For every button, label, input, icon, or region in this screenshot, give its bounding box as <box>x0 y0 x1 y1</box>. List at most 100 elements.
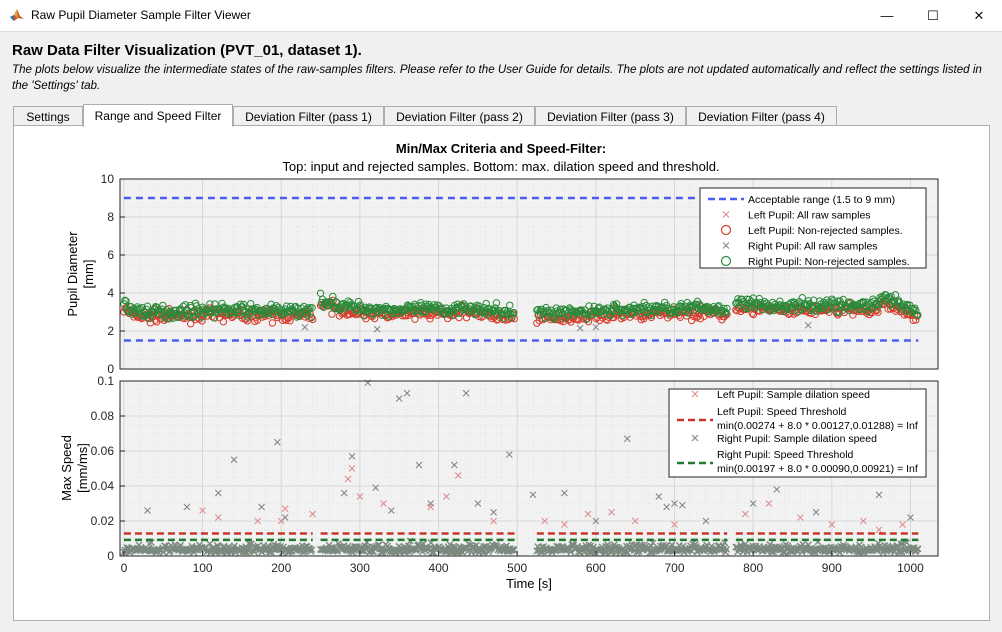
right-pupil-point <box>308 304 316 312</box>
right-pupil-point <box>732 299 740 308</box>
left-pupil-point <box>874 308 882 316</box>
right-speed-outlier <box>372 484 379 492</box>
bottom-x-label: Time [s] <box>506 576 552 591</box>
right-pupil-point <box>475 302 483 310</box>
left-speed-outlier <box>356 493 364 500</box>
right-pupil-point <box>718 308 726 316</box>
right-pupil-point <box>554 309 563 317</box>
legend-swatch-x <box>691 390 699 398</box>
right-speed-outlier <box>214 489 222 497</box>
right-pupil-point <box>506 301 514 310</box>
right-speed-outlier <box>403 389 411 397</box>
right-speed-outlier <box>258 503 265 511</box>
right-pupil-point <box>258 310 266 319</box>
right-pupil-point <box>217 308 225 317</box>
tab-deviation-filter-pass-4[interactable]: Deviation Filter (pass 4) <box>686 106 837 126</box>
tab-range-and-speed-filter[interactable]: Range and Speed Filter <box>83 104 233 127</box>
minimize-icon: — <box>880 8 894 23</box>
bottom-chart: 0 0.02 0.04 0.06 0.08 0.1 0 100 200 300 400 500 600… <box>59 374 939 591</box>
top-legend-box <box>699 187 927 269</box>
right-raw-sample-marker <box>804 321 812 329</box>
legend-swatch-x <box>722 242 730 249</box>
right-pupil-point <box>240 306 249 315</box>
y-tick-label: 6 <box>107 248 114 262</box>
left-speed-outlier <box>348 465 356 472</box>
bottom-y-label-unit: [mm/ms] <box>75 443 90 493</box>
right-speed-outlier <box>273 438 281 446</box>
right-raw-sample-marker <box>301 323 309 331</box>
top-data-layer <box>120 196 922 342</box>
x-tick-label: 700 <box>664 561 684 575</box>
right-pupil-point <box>492 299 501 307</box>
left-pupil-point <box>268 319 277 327</box>
speed-sample-marker <box>723 545 731 553</box>
tab-deviation-filter-pass-1[interactable]: Deviation Filter (pass 1) <box>233 106 384 126</box>
right-speed-outlier <box>812 508 820 516</box>
right-speed-outlier <box>348 452 356 460</box>
right-pupil-point <box>187 303 196 312</box>
right-raw-sample-marker <box>576 324 584 332</box>
right-pupil-point <box>332 298 340 306</box>
tab-panel-range-and-speed: Min/Max Criteria and Speed-Filter: Top: … <box>13 125 990 621</box>
right-pupil-point <box>143 302 152 310</box>
left-speed-outlier <box>254 517 261 525</box>
bottom-axes-box <box>119 380 939 557</box>
tab-deviation-filter-pass-3[interactable]: Deviation Filter (pass 3) <box>535 106 686 126</box>
right-speed-outlier <box>505 451 513 458</box>
right-pupil-point <box>329 292 337 301</box>
right-pupil-point <box>738 295 746 304</box>
x-tick-label: 200 <box>271 561 291 575</box>
tab-settings[interactable]: Settings <box>13 106 83 126</box>
x-tick-label: 1000 <box>897 561 924 575</box>
right-pupil-point <box>768 298 777 307</box>
left-pupil-point <box>696 314 705 323</box>
right-pupil-point <box>360 307 369 315</box>
right-speed-outlier <box>281 514 289 521</box>
top-axes-box <box>119 178 939 370</box>
left-pupil-point <box>912 316 920 324</box>
speed-sample-marker <box>379 548 387 556</box>
left-speed-outlier <box>561 521 568 528</box>
tab-deviation-filter-pass-2[interactable]: Deviation Filter (pass 2) <box>384 106 535 126</box>
bottom-data-layer <box>120 379 922 556</box>
right-pupil-point <box>169 314 177 322</box>
figure-canvas: Min/Max Criteria and Speed-Filter: Top: … <box>59 141 939 591</box>
right-pupil-point <box>848 301 857 309</box>
legend-label: Left Pupil: Speed Threshold <box>717 406 847 418</box>
right-pupil-point <box>265 309 273 317</box>
right-speed-outlier <box>183 503 191 511</box>
right-speed-outlier <box>623 435 631 443</box>
bottom-legend: Left Pupil: Sample dilation speed Left Pu… <box>668 388 927 478</box>
y-tick-label: 0 <box>107 362 114 376</box>
speed-sample-marker <box>873 546 881 554</box>
right-pupil-point <box>134 305 142 313</box>
left-speed-outlier <box>797 514 804 521</box>
right-pupil-point <box>184 309 193 318</box>
legend-swatch-x <box>722 211 730 218</box>
right-pupil-point <box>744 304 752 313</box>
maximize-button[interactable]: ☐ <box>910 0 956 31</box>
legend-swatch-x <box>691 434 699 442</box>
right-speed-outlier <box>144 507 151 514</box>
x-tick-label: 600 <box>586 561 606 575</box>
right-speed-outlier <box>230 456 238 464</box>
right-pupil-point <box>188 308 197 317</box>
page-description: The plots below visualize the intermedia… <box>12 63 982 92</box>
right-speed-outlier <box>340 489 348 497</box>
y-tick-label: 0.06 <box>91 444 115 458</box>
minimize-button[interactable]: — <box>864 0 910 31</box>
right-pupil-point <box>285 306 294 315</box>
left-pupil-point <box>831 303 839 312</box>
figure-subtitle: Top: input and rejected samples. Bottom:… <box>282 159 719 174</box>
speed-sample-marker <box>914 545 922 553</box>
close-button[interactable]: ✕ <box>956 0 1002 31</box>
left-pupil-point <box>411 315 419 323</box>
right-pupil-point <box>354 297 363 306</box>
legend-label: Left Pupil: Sample dilation speed <box>717 389 870 401</box>
left-speed-outlier <box>443 493 450 500</box>
right-pupil-point <box>786 304 794 313</box>
right-pupil-point <box>189 313 198 321</box>
legend-label: Right Pupil: Speed Threshold <box>717 449 854 461</box>
right-pupil-point <box>720 304 728 313</box>
y-tick-label: 2 <box>107 324 114 338</box>
